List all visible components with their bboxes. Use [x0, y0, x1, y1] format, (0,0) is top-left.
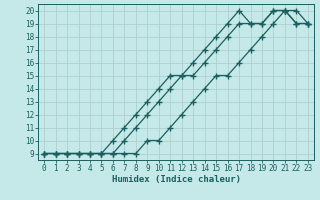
X-axis label: Humidex (Indice chaleur): Humidex (Indice chaleur)	[111, 175, 241, 184]
